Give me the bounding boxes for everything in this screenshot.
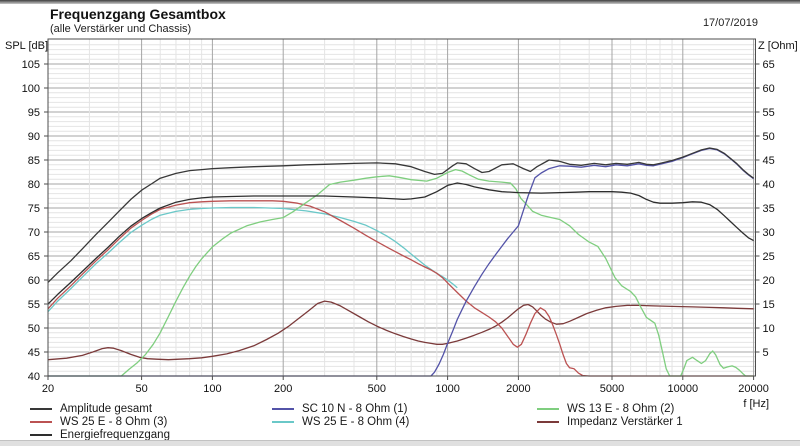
legend-label: Amplitude gesamt [60, 402, 153, 415]
x-axis-tick-label: 20000 [738, 383, 769, 395]
right-axis-tick-label: 50 [763, 131, 775, 143]
left-axis-tick-label: 75 [28, 203, 40, 215]
legend-item-amplitude: Amplitude gesamt [30, 402, 170, 415]
right-axis-tick-label: 25 [763, 251, 775, 263]
left-axis-tick-label: 50 [28, 323, 40, 335]
left-axis-tick-label: 80 [28, 179, 40, 191]
left-axis-tick-label: 105 [22, 59, 40, 71]
legend-swatch-ws13 [537, 407, 559, 410]
legend-swatch-sc10n [272, 407, 294, 410]
right-axis-tick-label: 10 [763, 323, 775, 335]
legend-label: WS 13 E - 8 Ohm (2) [567, 402, 675, 415]
right-axis-tick-label: 45 [763, 155, 775, 167]
x-axis-title: f [Hz] [743, 398, 769, 410]
x-axis-tick-label: 10000 [668, 383, 699, 395]
right-axis-tick-label: 15 [763, 299, 775, 311]
right-axis-tick-label: 65 [763, 59, 775, 71]
right-axis-tick-label: 40 [763, 179, 775, 191]
series-ws13 [48, 168, 754, 377]
left-axis-tick-label: 90 [28, 131, 40, 143]
legend-item-ws25_4: WS 25 E - 8 Ohm (4) [272, 415, 409, 428]
left-axis-tick-label: 70 [28, 227, 40, 239]
legend-swatch-amplitude [30, 407, 52, 410]
legend-swatch-energie [30, 433, 52, 436]
chart-date: 17/07/2019 [702, 17, 758, 29]
left-axis-title: SPL [dB] [5, 40, 49, 52]
left-axis-tick-label: 95 [28, 107, 40, 119]
series-ws25_4 [48, 206, 458, 313]
window-top-edge [0, 0, 800, 4]
series-ws25_3 [48, 200, 754, 377]
left-axis-tick-label: 85 [28, 155, 40, 167]
series-energie [48, 182, 754, 305]
legend-swatch-impedanz [537, 420, 559, 423]
legend-item-sc10n: SC 10 N - 8 Ohm (1) [272, 402, 409, 415]
left-axis-tick-label: 60 [28, 275, 40, 287]
left-axis-tick-label: 55 [28, 299, 40, 311]
legend-item-ws13: WS 13 E - 8 Ohm (2) [537, 402, 683, 415]
legend-label: WS 25 E - 8 Ohm (4) [302, 415, 410, 428]
right-axis-tick-label: 20 [763, 275, 775, 287]
legend-item-impedanz: Impedanz Verstärker 1 [537, 415, 683, 428]
legend-label: SC 10 N - 8 Ohm (1) [302, 402, 408, 415]
legend-item-energie: Energiefrequenzgang [30, 428, 170, 441]
legend-item-ws25_3: WS 25 E - 8 Ohm (3) [30, 415, 170, 428]
chart-title: Frequenzgang Gesamtbox [50, 6, 226, 22]
left-axis-tick-label: 100 [22, 83, 40, 95]
x-axis-tick-label: 20 [42, 383, 54, 395]
legend-label: Impedanz Verstärker 1 [567, 415, 683, 428]
legend-swatch-ws25_4 [272, 420, 294, 423]
x-axis-tick-label: 50 [135, 383, 147, 395]
right-axis-tick-label: 35 [763, 203, 775, 215]
left-axis-tick-label: 65 [28, 251, 40, 263]
legend-column-1: Amplitude gesamt WS 25 E - 8 Ohm (3) Energ… [30, 402, 170, 441]
x-axis-tick-label: 100 [203, 383, 221, 395]
left-axis-tick-label: 40 [28, 371, 40, 383]
legend-swatch-ws25_3 [30, 420, 52, 423]
x-axis-tick-label: 500 [368, 383, 386, 395]
window-bottom-edge [0, 440, 800, 446]
x-axis-tick-label: 2000 [506, 383, 530, 395]
left-axis-tick-label: 45 [28, 347, 40, 359]
x-axis-tick-label: 5000 [600, 383, 624, 395]
legend-column-2: SC 10 N - 8 Ohm (1) WS 25 E - 8 Ohm (4) [272, 402, 409, 428]
legend-label: WS 25 E - 8 Ohm (3) [60, 415, 168, 428]
legend-column-3: WS 13 E - 8 Ohm (2) Impedanz Verstärker 1 [537, 402, 683, 428]
series-impedanz [48, 300, 754, 361]
right-axis-tick-label: 60 [763, 83, 775, 95]
x-axis-tick-label: 200 [274, 383, 292, 395]
x-axis-tick-label: 1000 [435, 383, 459, 395]
right-axis-title: Z [Ohm] [758, 40, 798, 52]
chart-subtitle: (alle Verstärker und Chassis) [50, 23, 192, 35]
right-axis-tick-label: 30 [763, 227, 775, 239]
series-amplitude [48, 147, 754, 283]
legend-label: Energiefrequenzgang [60, 428, 170, 441]
right-axis-tick-label: 5 [763, 347, 769, 359]
right-axis-tick-label: 55 [763, 107, 775, 119]
